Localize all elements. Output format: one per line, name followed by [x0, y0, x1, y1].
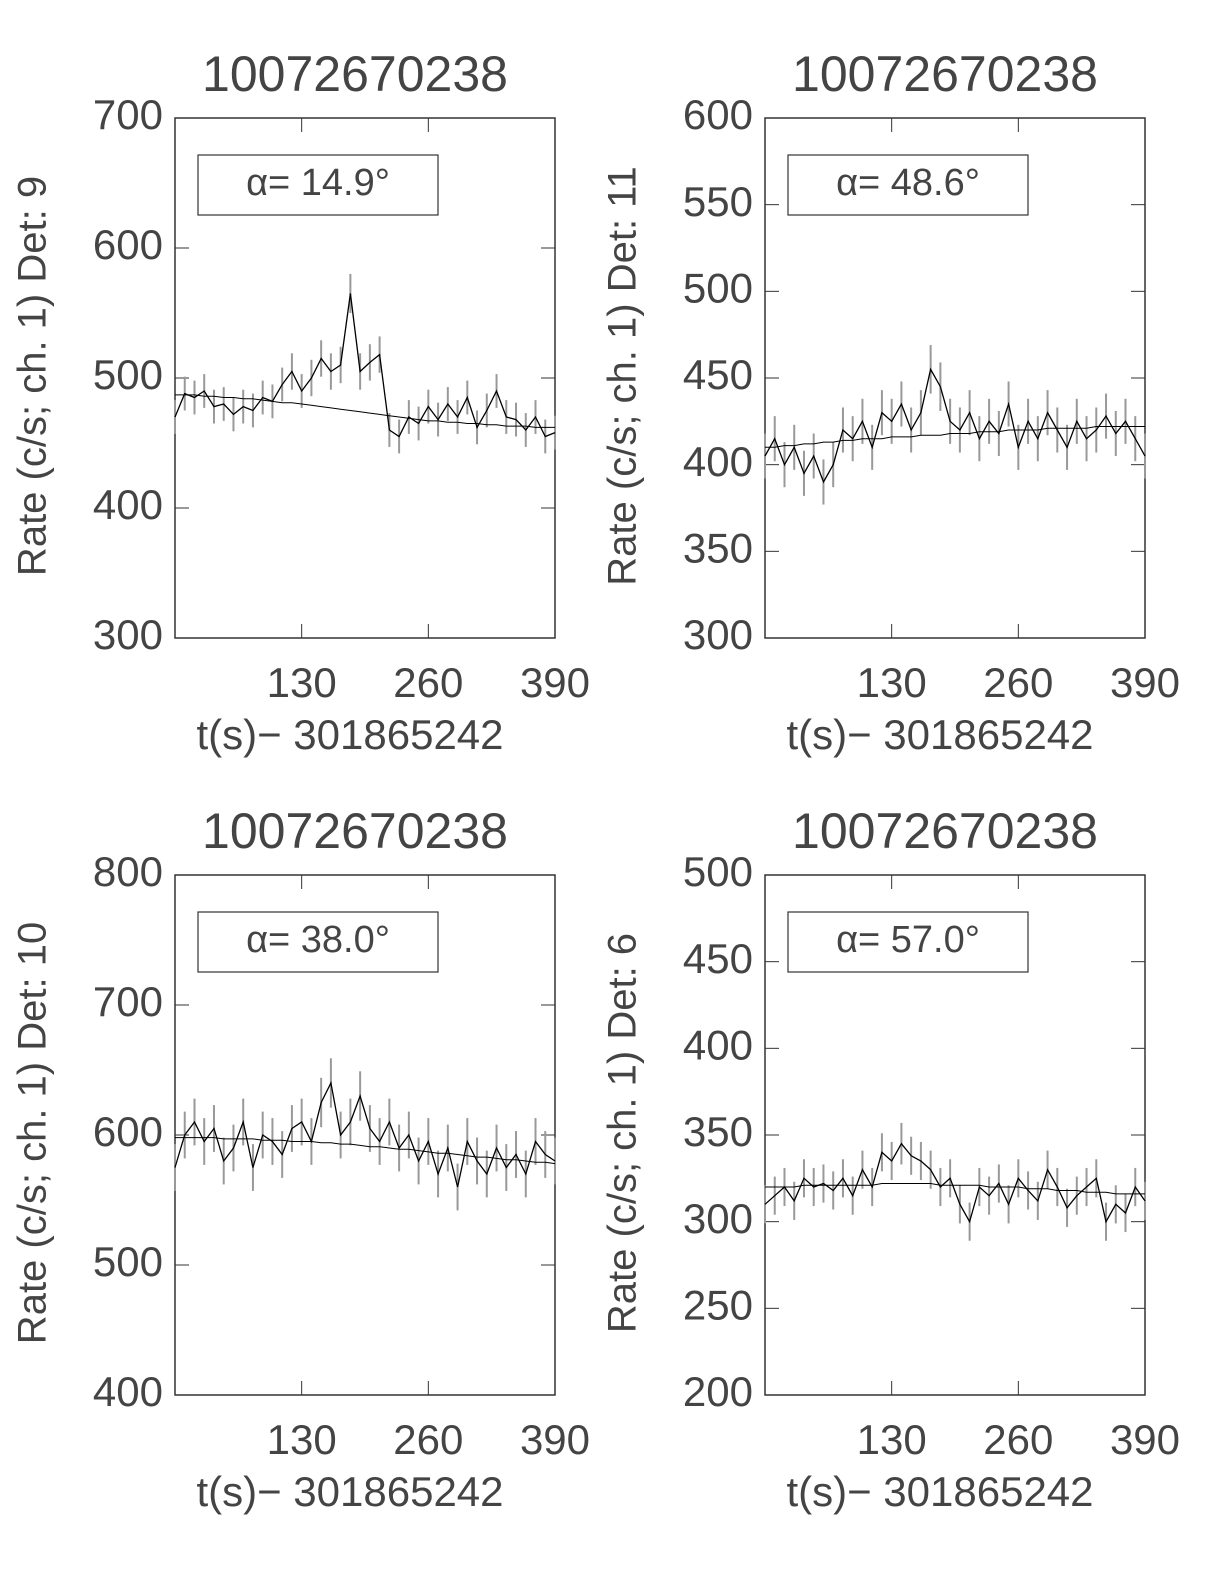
- x-tick-label: 130: [267, 659, 337, 706]
- panel-title: 10072670238: [792, 803, 1098, 859]
- data-line: [764, 367, 1146, 484]
- y-tick-label: 400: [93, 481, 163, 528]
- annotation-box: [787, 911, 1029, 973]
- y-tick-label: 700: [93, 978, 163, 1025]
- x-tick-label: 130: [857, 659, 927, 706]
- x-tick-label: 390: [520, 1416, 590, 1463]
- x-tick-label: 260: [983, 1416, 1053, 1463]
- annotation-box: [197, 154, 439, 216]
- y-tick-label: 500: [683, 264, 753, 311]
- panel-title: 10072670238: [792, 46, 1098, 102]
- y-tick-label: 400: [683, 438, 753, 485]
- y-tick-label: 200: [683, 1368, 753, 1415]
- annotation-box: [787, 154, 1029, 216]
- annotation: α= 48.6°: [836, 162, 980, 204]
- fit-line: [765, 1183, 1145, 1195]
- data-line: [174, 1080, 556, 1188]
- x-axis-label: t(s)− 301865242: [196, 711, 503, 758]
- y-tick-label: 450: [683, 935, 753, 982]
- annotation: α= 14.9°: [246, 162, 390, 204]
- y-tick-label: 550: [683, 178, 753, 225]
- y-tick-label: 500: [683, 848, 753, 895]
- y-axis-label: Rate (c/s; ch. 1) Det: 11: [601, 166, 645, 585]
- y-tick-label: 500: [93, 351, 163, 398]
- y-axis-label: Rate (c/s; ch. 1) Det: 9: [11, 176, 55, 576]
- y-tick-label: 350: [683, 524, 753, 571]
- annotation: α= 38.0°: [246, 919, 390, 961]
- y-tick-label: 600: [93, 1108, 163, 1155]
- y-tick-label: 400: [683, 1021, 753, 1068]
- y-tick-label: 300: [683, 1195, 753, 1242]
- y-tick-label: 450: [683, 351, 753, 398]
- y-tick-label: 600: [93, 221, 163, 268]
- y-tick-label: 350: [683, 1108, 753, 1155]
- y-tick-label: 300: [683, 611, 753, 658]
- panel-title: 10072670238: [202, 46, 508, 102]
- y-tick-label: 600: [683, 91, 753, 138]
- x-axis-label: t(s)− 301865242: [786, 711, 1093, 758]
- panel-title: 10072670238: [202, 803, 508, 859]
- x-tick-label: 260: [393, 659, 463, 706]
- x-tick-label: 260: [983, 659, 1053, 706]
- fit-line: [175, 1137, 556, 1165]
- y-axis-label: Rate (c/s; ch. 1) Det: 10: [11, 922, 55, 1344]
- x-tick-label: 130: [857, 1416, 927, 1463]
- x-tick-label: 260: [393, 1416, 463, 1463]
- y-tick-label: 500: [93, 1238, 163, 1285]
- fit-line: [175, 394, 555, 428]
- x-tick-label: 390: [1110, 1416, 1180, 1463]
- y-tick-label: 400: [93, 1368, 163, 1415]
- x-tick-label: 390: [520, 659, 590, 706]
- x-axis-label: t(s)− 301865242: [196, 1468, 503, 1515]
- annotation-box: [197, 911, 439, 973]
- x-axis-label: t(s)− 301865242: [786, 1468, 1093, 1515]
- y-axis-label: Rate (c/s; ch. 1) Det: 6: [601, 933, 645, 1333]
- y-tick-label: 250: [683, 1281, 753, 1328]
- x-tick-label: 390: [1110, 659, 1180, 706]
- y-tick-label: 700: [93, 91, 163, 138]
- y-tick-label: 300: [93, 611, 163, 658]
- data-line: [764, 1142, 1146, 1224]
- y-tick-label: 800: [93, 848, 163, 895]
- data-line: [174, 293, 556, 438]
- annotation: α= 57.0°: [836, 919, 980, 961]
- fit-line: [765, 426, 1145, 448]
- x-tick-label: 130: [267, 1416, 337, 1463]
